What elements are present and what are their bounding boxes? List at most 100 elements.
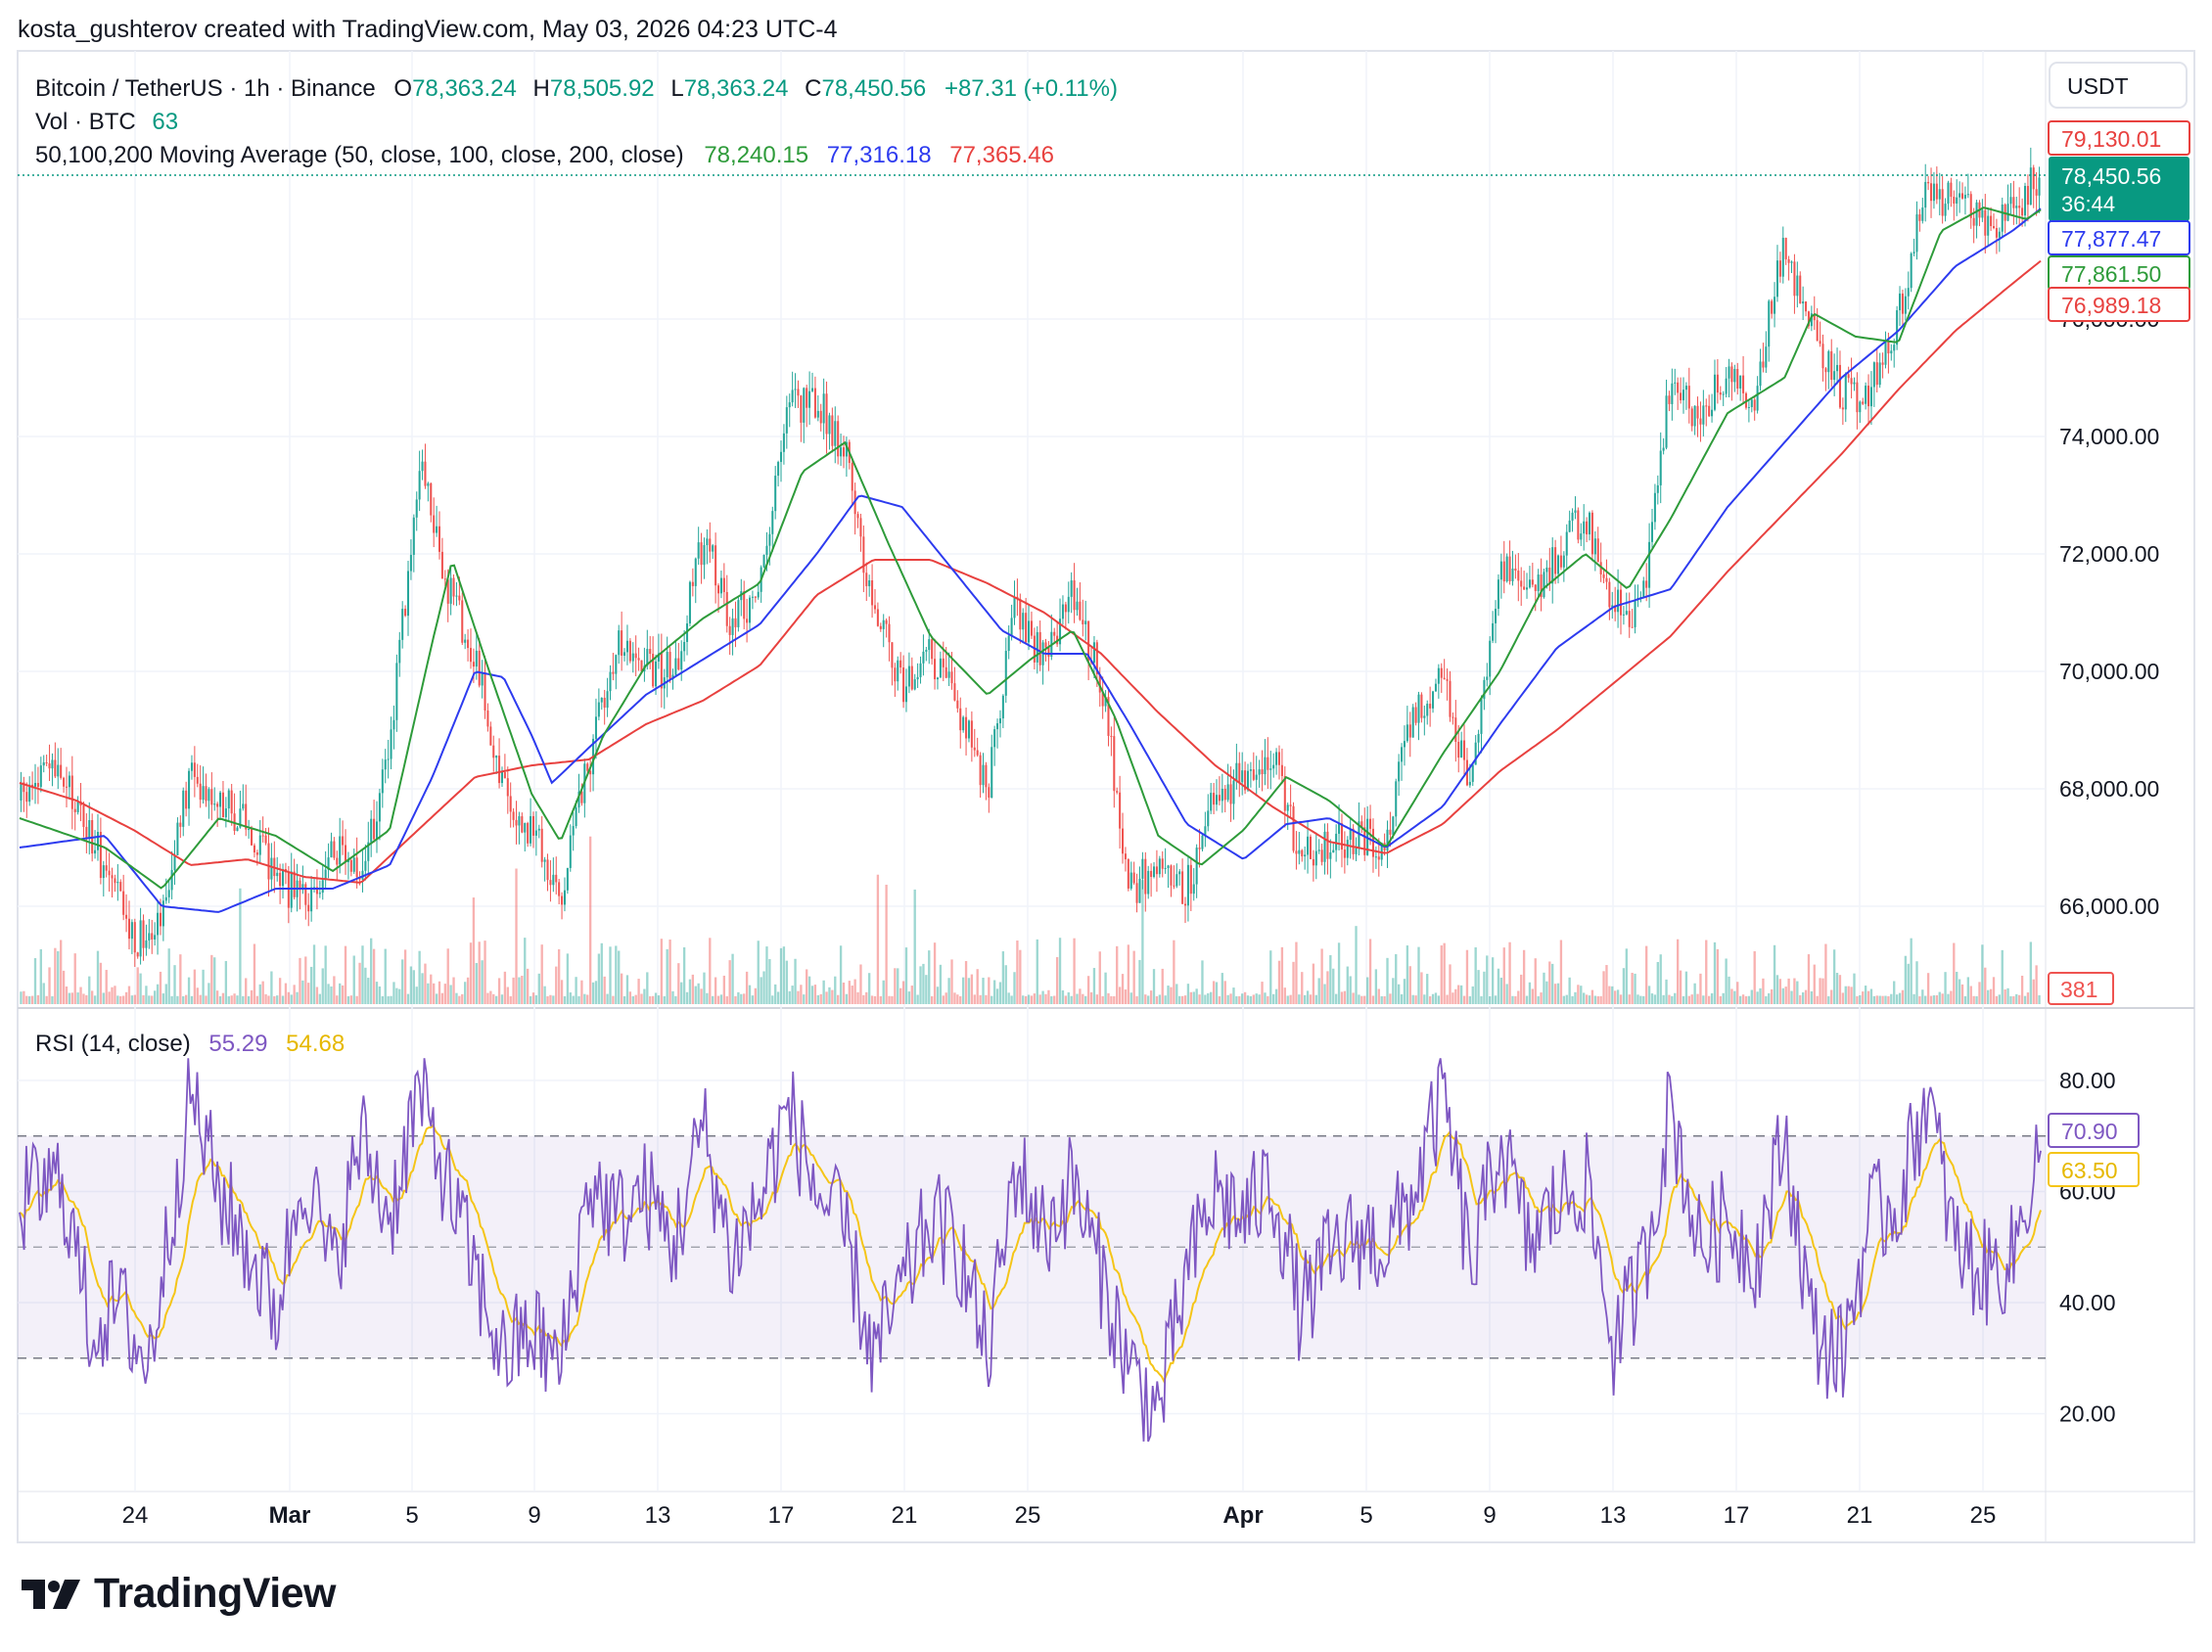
- volume-bar: [1452, 992, 1454, 1004]
- volume-bar: [1588, 995, 1591, 1004]
- volume-bar: [1631, 972, 1634, 1004]
- volume-bar: [1602, 971, 1605, 1004]
- volume-bar: [1340, 991, 1344, 1004]
- candle-body: [934, 659, 937, 680]
- tradingview-logo[interactable]: TradingView: [22, 1570, 337, 1618]
- volume-bar: [776, 991, 780, 1004]
- candle-body: [1213, 793, 1216, 805]
- candle-body: [834, 421, 837, 446]
- candle-body: [1586, 521, 1589, 535]
- volume-bar: [1272, 993, 1275, 1004]
- candle-body: [70, 775, 73, 809]
- volume-bar: [566, 953, 570, 1004]
- volume-bar: [1223, 981, 1226, 1004]
- candle-body: [1884, 341, 1887, 365]
- volume-bar: [1499, 977, 1503, 1004]
- candle-body: [484, 672, 486, 711]
- volume-bar: [239, 888, 242, 1004]
- candle-body: [537, 828, 540, 831]
- time-tick-label: 13: [1600, 1502, 1627, 1529]
- candle-body: [1990, 215, 1993, 227]
- volume-bar: [549, 994, 552, 1004]
- volume-bar: [1098, 951, 1101, 1004]
- candle-body: [586, 763, 589, 771]
- candle-body: [1890, 350, 1893, 354]
- candle-body: [1583, 521, 1586, 534]
- candle-body: [1369, 818, 1372, 829]
- volume-bar: [207, 983, 210, 1004]
- volume-bar: [1155, 995, 1159, 1004]
- volume-bar: [307, 983, 310, 1004]
- currency-button[interactable]: USDT: [2049, 62, 2188, 109]
- ma50-badge: 77,861.50: [2048, 255, 2190, 291]
- candle-body: [845, 441, 848, 457]
- candle-body: [1768, 300, 1771, 347]
- volume-bar: [1596, 995, 1599, 1004]
- volume-bar: [651, 995, 655, 1004]
- candle-body: [842, 447, 846, 457]
- volume-bar: [1998, 994, 2001, 1004]
- candle-body: [891, 642, 894, 668]
- volume-bar: [1634, 973, 1636, 1004]
- candle-body: [301, 884, 304, 891]
- candle-body: [1127, 858, 1129, 889]
- candle-body: [806, 388, 808, 408]
- candle-body: [2035, 189, 2038, 196]
- volume-bar: [816, 994, 819, 1004]
- volume-bar: [842, 982, 846, 1004]
- volume-bar: [615, 945, 618, 1004]
- candle-body: [1622, 614, 1625, 616]
- volume-bar: [1306, 990, 1310, 1004]
- candle-body: [904, 686, 908, 703]
- candle-body: [1987, 215, 1990, 236]
- candle-body: [1523, 586, 1526, 590]
- volume-bar: [1565, 994, 1568, 1004]
- candle-body: [680, 651, 683, 670]
- volume-bar: [1334, 993, 1338, 1004]
- volume-bar: [1462, 995, 1466, 1004]
- volume-bar: [734, 995, 737, 1004]
- candle-body: [1398, 761, 1401, 782]
- candle-body: [985, 764, 988, 788]
- volume-bar: [108, 991, 111, 1004]
- volume-bar: [1901, 989, 1905, 1004]
- volume-bar: [1650, 993, 1654, 1004]
- candle-body: [1969, 194, 1972, 218]
- candle-body: [310, 887, 313, 912]
- candle-body: [342, 836, 345, 846]
- volume-bar: [250, 989, 253, 1004]
- candle-body: [996, 723, 999, 730]
- candle-body: [1924, 181, 1927, 208]
- volume-bar: [1958, 979, 1961, 1004]
- candle-body: [1540, 574, 1543, 598]
- volume-bar: [552, 995, 555, 1004]
- volume-bar: [130, 995, 134, 1004]
- candle-body: [390, 729, 392, 759]
- candle-body: [373, 818, 376, 840]
- volume-bar: [1750, 989, 1753, 1004]
- volume-bar: [381, 995, 384, 1004]
- candle-body: [688, 581, 691, 624]
- candle-body: [364, 860, 367, 871]
- candle-body: [1875, 362, 1878, 386]
- volume-bar: [153, 990, 157, 1004]
- volume-bar: [754, 987, 757, 1004]
- volume-bar: [654, 992, 658, 1004]
- volume-bar: [885, 885, 888, 1004]
- volume-bar: [1380, 995, 1383, 1004]
- candle-body: [492, 745, 495, 758]
- volume-bar: [1132, 950, 1135, 1004]
- volume-bar: [1241, 993, 1244, 1004]
- candle-body: [1414, 707, 1417, 723]
- candle-body: [2029, 167, 2032, 206]
- volume-bar: [1887, 995, 1890, 1004]
- volume-bar: [2006, 987, 2009, 1004]
- candle-body: [299, 880, 301, 891]
- volume-bar: [1437, 995, 1441, 1004]
- volume-bar: [127, 986, 131, 1004]
- volume-bar: [731, 953, 734, 1004]
- candle-body: [731, 618, 734, 635]
- volume-bar: [1255, 993, 1258, 1004]
- candle-body: [1995, 228, 1998, 238]
